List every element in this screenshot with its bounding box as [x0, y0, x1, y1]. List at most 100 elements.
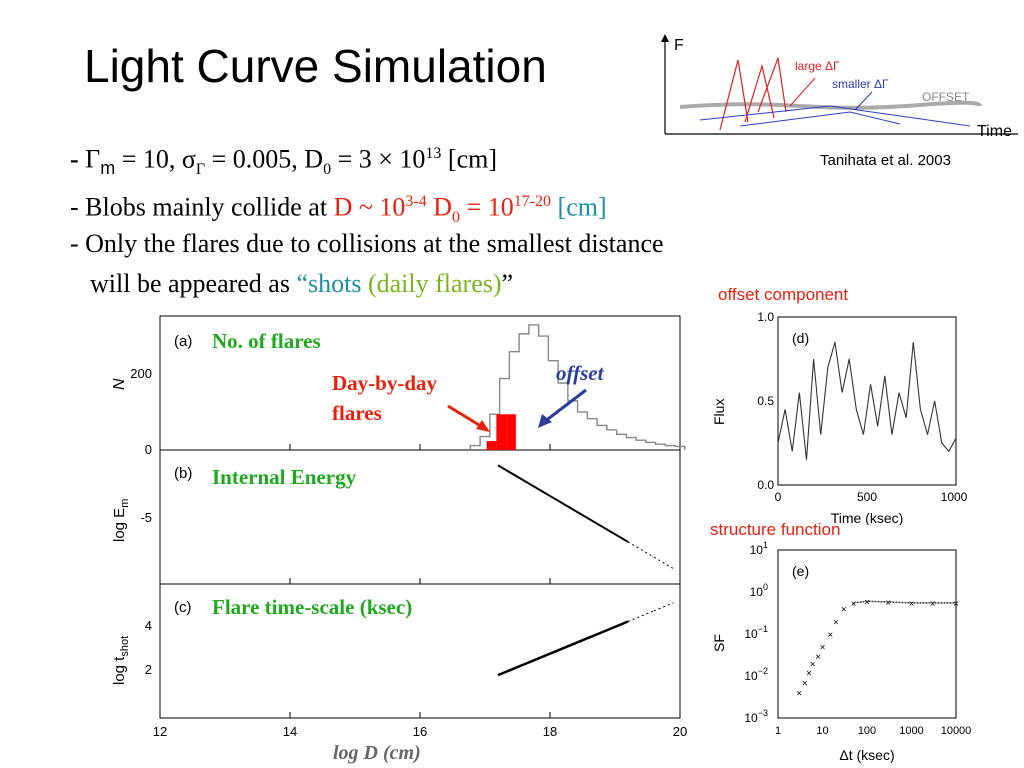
- sigma-symbol: σ: [181, 144, 196, 174]
- daybyday-bar: [506, 414, 516, 450]
- panel-e-plateau: [853, 600, 956, 604]
- offset-arrow: [543, 388, 587, 424]
- param-unit: [cm]: [441, 144, 498, 174]
- panel-e-point: ×: [953, 599, 959, 610]
- main-xlabel: log D (cm): [333, 742, 421, 764]
- main-xtick-14: 14: [283, 724, 297, 739]
- panel-e-point: ×: [820, 643, 826, 654]
- collide-exp1: 3-4: [405, 193, 427, 210]
- panel-e-ytick: 101: [750, 540, 768, 557]
- daybyday-bar: [486, 441, 497, 450]
- panel-e-ytick-exp: −1: [758, 624, 768, 634]
- panel-b-point-segment: [523, 479, 551, 497]
- panel-c-tag: (c): [174, 599, 192, 616]
- collide-d0-sub: 0: [452, 208, 461, 226]
- offset-arrowhead: [538, 414, 552, 428]
- schematic-y-arrow: [661, 34, 669, 42]
- panel-c-point-segment: [549, 641, 577, 655]
- panel-e-frame: [777, 549, 957, 719]
- panel-c-ylabel-sub: shot: [119, 636, 131, 657]
- collide-exp2: 17-20: [513, 193, 552, 210]
- large-label: large ΔΓ: [795, 59, 840, 73]
- panel-d-lightcurve: [777, 342, 957, 460]
- panel-b-point-segment: [549, 495, 577, 513]
- citation: Tanihata et al. 2003: [820, 152, 951, 169]
- panel-d-xtick-1000: 1000: [941, 490, 968, 504]
- panel-d-xtick-0: 0: [775, 490, 782, 504]
- d0-sub: 0: [323, 160, 332, 178]
- collide-unit: [cm]: [551, 192, 607, 222]
- panel-e-point: ×: [851, 599, 857, 610]
- panel-e-point: ×: [833, 617, 839, 628]
- panel-b-point-segment: [627, 541, 655, 558]
- panel-c-ylabel-main: log t: [111, 656, 128, 685]
- panel-e-point: ×: [864, 597, 870, 608]
- panel-e-tag: (e): [792, 563, 809, 579]
- collide-eq: = 10: [460, 192, 514, 222]
- panel-e-ytick-exp: 1: [763, 540, 768, 550]
- panel-e-point: ×: [802, 679, 808, 690]
- daybyday-arrow: [447, 404, 485, 430]
- sigma-sub: Γ: [195, 160, 206, 178]
- quote-close: ”: [501, 269, 514, 298]
- panel-b-ylabel-main: log E: [111, 508, 128, 542]
- panel-d-ytick-0: 0.0: [757, 478, 774, 492]
- panel-e-xlabel: Δt (ksec): [839, 747, 894, 763]
- panel-d-xtick-500: 500: [857, 490, 877, 504]
- panel-e-ytick-exp: −3: [758, 708, 768, 718]
- main-xtick-20: 20: [673, 724, 687, 739]
- param-eq2: = 0.005, D: [205, 144, 324, 174]
- only-line-1: - Only the flares due to collisions at t…: [70, 229, 664, 258]
- panel-e-point: ×: [796, 689, 802, 700]
- smaller-flare-2: [739, 111, 901, 127]
- panel-b-point-segment: [653, 556, 674, 570]
- panel-c-ytick-2: 2: [145, 662, 152, 677]
- only-line-2: will be appeared as “shots (daily flares…: [90, 268, 513, 300]
- shots-word: shots: [308, 269, 362, 298]
- panel-e-point: ×: [909, 599, 915, 610]
- offset-component-caption: offset component: [718, 285, 849, 304]
- panel-c-ytick-4: 4: [145, 618, 152, 633]
- panel-a-label: No. of flares: [212, 329, 321, 353]
- panel-e-ytick: 10−3: [744, 708, 768, 725]
- panel-d-tag: (d): [792, 330, 809, 346]
- daybyday-bar: [496, 414, 507, 450]
- schematic-offset-band: [679, 100, 982, 110]
- panel-e-ylabel: SF: [711, 634, 727, 652]
- panel-e-ytick-base: 10: [750, 543, 764, 557]
- daybyday-label-2: flares: [332, 401, 382, 425]
- panel-a-ylabel: N: [111, 378, 128, 390]
- panel-c-point-segment: [653, 602, 674, 612]
- panel-b-ylabel-sub: m: [119, 499, 131, 508]
- panel-e-ytick: 100: [750, 582, 768, 599]
- collide-line: - Blobs mainly collide at D ~ 103-4 D0 =…: [70, 186, 607, 234]
- daybyday-label-1: Day-by-day: [332, 371, 438, 395]
- panel-c-point-segment: [523, 652, 551, 666]
- smaller-pointer: [854, 91, 873, 111]
- main-xtick-12: 12: [153, 724, 167, 739]
- main-xtick-18: 18: [543, 724, 557, 739]
- panel-e-point: ×: [841, 605, 847, 616]
- panel-c-ylabel: log tshot: [111, 636, 131, 685]
- schematic-diagram: F Time OFFSET large ΔΓ smaller ΔΓ: [661, 34, 1018, 140]
- gamma-sub: m: [100, 157, 116, 178]
- panel-e-point: ×: [827, 630, 833, 641]
- large-flare-2: [744, 63, 775, 123]
- panel-b-point-segment: [601, 525, 629, 543]
- large-flare-1: [719, 59, 749, 131]
- param-eq1: = 10,: [115, 144, 182, 174]
- panel-e-ytick: 10−1: [744, 624, 768, 641]
- panel-e-point: ×: [810, 659, 816, 670]
- panel-e-ytick-exp: 0: [763, 582, 768, 592]
- panel-e-xtick-100: 100: [858, 725, 876, 737]
- smaller-flare-1: [699, 105, 971, 127]
- schematic-offset-label: OFFSET: [922, 90, 970, 104]
- panel-a-ytick-200: 200: [130, 366, 152, 381]
- collide-text: - Blobs mainly collide at: [70, 192, 334, 222]
- gamma-symbol: Γ: [85, 144, 101, 174]
- panel-b-point-segment: [497, 464, 525, 482]
- param-dash: -: [70, 144, 86, 174]
- schematic-time-label: Time: [977, 123, 1012, 140]
- structure-function-caption: structure function: [710, 520, 841, 539]
